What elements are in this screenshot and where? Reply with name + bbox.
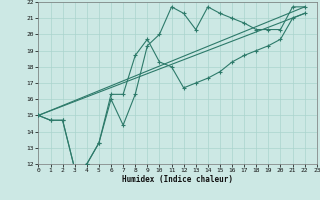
X-axis label: Humidex (Indice chaleur): Humidex (Indice chaleur)	[122, 175, 233, 184]
